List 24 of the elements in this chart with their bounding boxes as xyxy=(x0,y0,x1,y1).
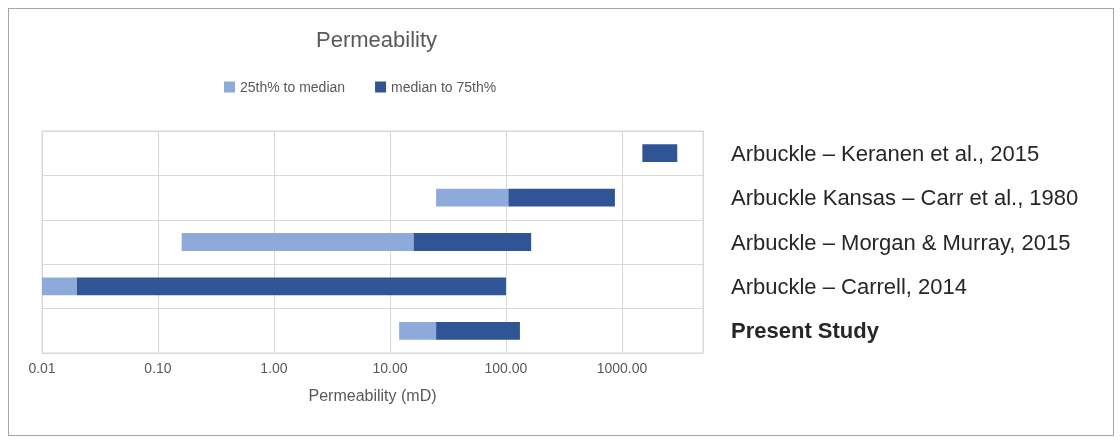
x-tick-label: 1000.00 xyxy=(596,360,648,376)
x-tick-label: 0.01 xyxy=(28,360,56,376)
bar xyxy=(181,233,414,251)
bar xyxy=(399,321,437,340)
y-tick-label: Arbuckle – Keranen et al., 2015 xyxy=(731,140,1040,166)
y-tick-label: Arbuckle – Morgan & Murray, 2015 xyxy=(731,229,1071,255)
chart-title: Permeability xyxy=(316,26,438,52)
bar xyxy=(436,188,509,207)
y-tick-label: Arbuckle Kansas – Carr et al., 1980 xyxy=(731,185,1079,211)
x-tick-label: 100.00 xyxy=(484,360,528,376)
y-tick-label: Arbuckle – Carrell, 2014 xyxy=(731,273,968,299)
bar xyxy=(42,277,77,296)
bar xyxy=(413,233,532,251)
legend-label: 25th% to median xyxy=(240,79,346,95)
y-tick-label: Present Study xyxy=(731,318,880,344)
x-tick-label: 0.10 xyxy=(144,360,172,376)
bar xyxy=(76,277,506,296)
bar xyxy=(436,321,520,340)
bar xyxy=(508,188,615,207)
legend-label: median to 75th% xyxy=(391,79,497,95)
x-tick-label: 1.00 xyxy=(260,360,288,376)
x-axis-title: Permeability (mD) xyxy=(308,386,437,404)
x-tick-label: 10.00 xyxy=(372,360,408,376)
bar xyxy=(642,144,678,163)
